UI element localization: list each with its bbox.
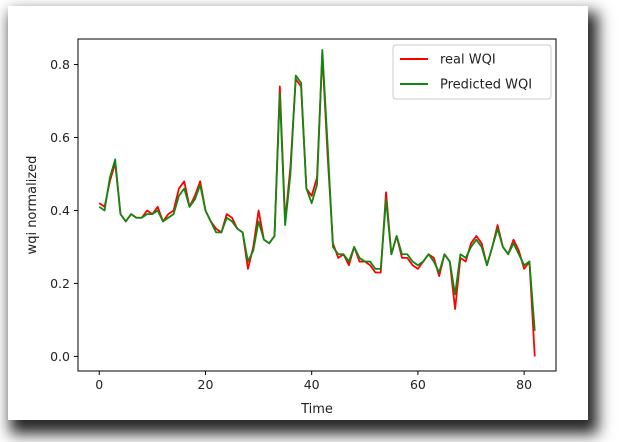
legend-label-predicted-wqi: Predicted WQI — [440, 78, 532, 93]
x-tick-label: 60 — [410, 377, 426, 392]
series-layer — [98, 49, 536, 357]
x-tick-label: 80 — [516, 377, 532, 392]
legend-box — [392, 44, 552, 100]
x-tick-label: 20 — [198, 377, 214, 392]
x-axis-label: Time — [300, 402, 333, 417]
y-axis-label: wqi normalized — [25, 156, 40, 255]
plot-area-frame — [77, 38, 557, 372]
legend: real WQI Predicted WQI — [392, 44, 552, 100]
x-tick-label: 40 — [304, 377, 320, 392]
y-tick-label: 0.6 — [50, 130, 70, 145]
x-tick-label: 0 — [95, 377, 103, 392]
axis-ticks: 0 20 40 60 80 0.0 0.2 0.4 0.6 0.8 — [50, 57, 532, 392]
y-tick-label: 0.2 — [50, 276, 70, 291]
y-tick-label: 0.8 — [50, 57, 70, 72]
y-tick-label: 0.0 — [50, 349, 70, 364]
series-line-predicted-wqi — [98, 49, 536, 331]
y-tick-label: 0.4 — [50, 203, 70, 218]
legend-label-real-wqi: real WQI — [440, 53, 496, 68]
